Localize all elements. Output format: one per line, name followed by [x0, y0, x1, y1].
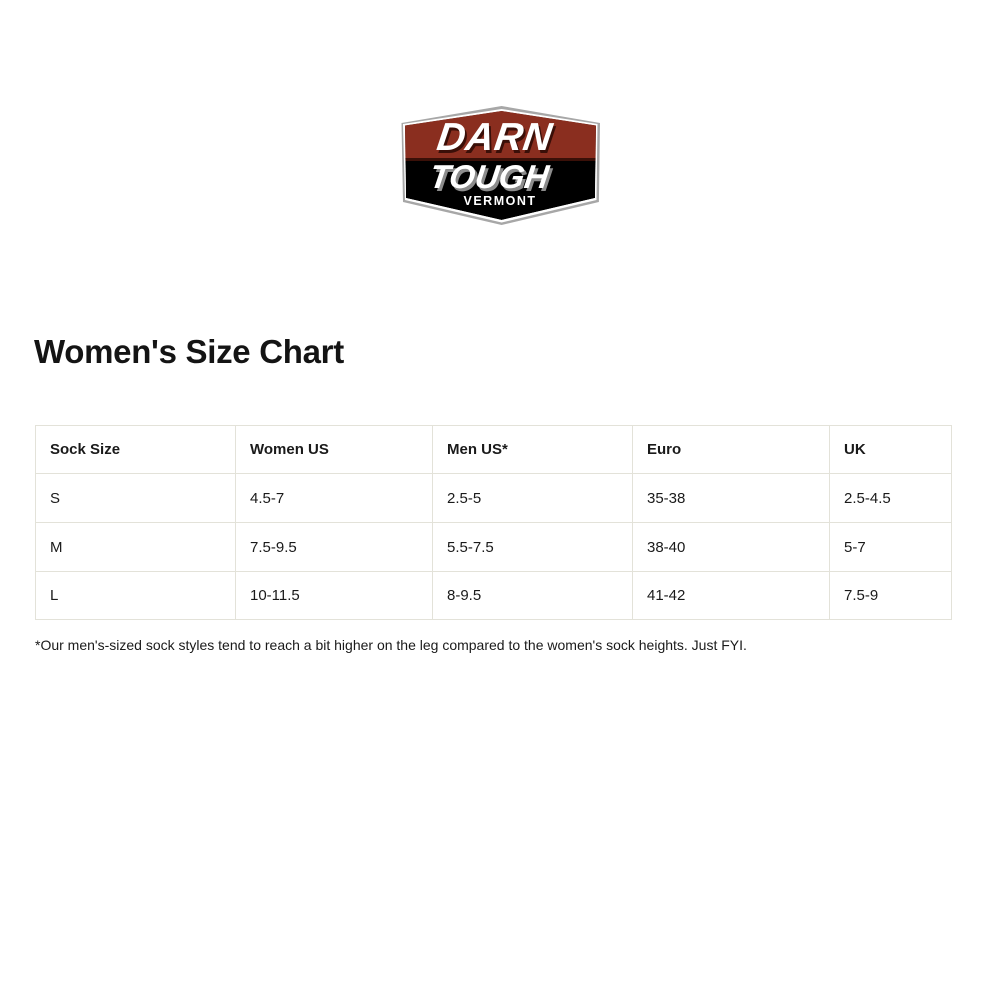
- svg-text:TOUGH: TOUGH: [427, 159, 552, 196]
- svg-text:DARN: DARN: [434, 116, 555, 159]
- svg-text:VERMONT: VERMONT: [464, 194, 537, 208]
